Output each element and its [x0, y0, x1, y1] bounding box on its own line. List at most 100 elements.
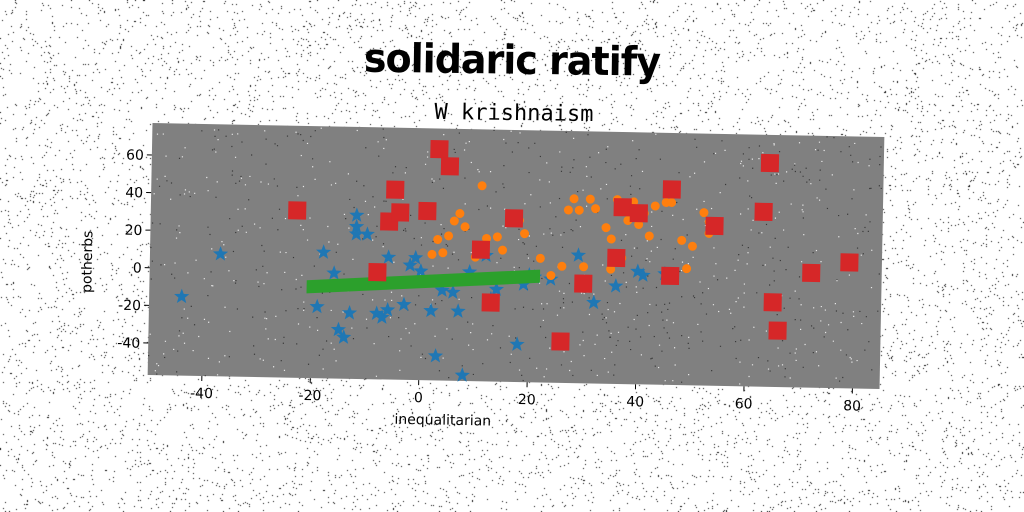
x-tick-label: 80 [843, 398, 861, 414]
circle-point [498, 245, 508, 255]
circle-point [535, 253, 545, 263]
y-tick-label: -40 [117, 335, 140, 351]
axes: -40 -20 0 20 40 60 80 -40 -20 0 20 40 60 inequalitari… [79, 147, 861, 430]
star-point [608, 278, 624, 293]
square-point [471, 240, 491, 259]
square-point [613, 198, 632, 217]
star-point [570, 247, 587, 262]
square-point [440, 157, 460, 176]
x-tick-label: 40 [626, 394, 644, 410]
star-point [380, 249, 397, 264]
circle-point [650, 201, 660, 211]
star-point [374, 309, 390, 324]
square-point [391, 203, 410, 222]
circle-point [455, 209, 465, 219]
circle-point [644, 231, 654, 241]
square-point [754, 202, 773, 222]
circle-point [557, 261, 567, 271]
square-point [368, 262, 387, 282]
star-point [326, 265, 342, 280]
circle-point [677, 235, 687, 245]
circle-point [433, 234, 443, 244]
square-point [760, 153, 780, 173]
x-tick-label: 20 [518, 392, 536, 408]
star-point [315, 244, 332, 259]
square-point [662, 180, 682, 199]
star-point [488, 281, 504, 297]
circle-point [699, 208, 709, 218]
circle-point [601, 223, 611, 233]
y-tick-label: 40 [125, 185, 143, 201]
square-point [629, 204, 649, 223]
square-point [418, 201, 437, 221]
square-point [481, 293, 500, 312]
star-point [212, 246, 229, 261]
star-point [336, 329, 352, 344]
circle-point [579, 262, 589, 272]
star-point [445, 284, 461, 299]
circle-point [460, 222, 470, 232]
circle-point [444, 231, 454, 241]
circle-point [574, 205, 584, 215]
star-point [402, 257, 418, 272]
circle-point [569, 194, 579, 204]
data-marks [174, 140, 859, 382]
circle-point [563, 205, 573, 215]
star-point [359, 226, 375, 241]
square-point [551, 332, 570, 351]
y-tick-label: -20 [118, 298, 141, 314]
star-point [454, 367, 470, 382]
x-tick-label: 0 [414, 390, 423, 406]
circle-point [687, 241, 697, 251]
y-tick-label: 0 [133, 260, 142, 276]
circle-point [682, 264, 692, 274]
y-axis-label: potherbs [79, 230, 96, 293]
circle-point [438, 248, 448, 258]
y-tick-label: 20 [124, 223, 142, 239]
band-polygon [306, 269, 541, 294]
square-point [661, 266, 680, 286]
square-point [705, 216, 724, 236]
circle-point [591, 204, 601, 214]
star-point [423, 302, 439, 318]
x-tick-label: 60 [735, 396, 753, 412]
circle-point [585, 194, 595, 204]
star-point [450, 303, 466, 318]
plot-background [147, 122, 885, 390]
star-point [586, 294, 602, 310]
star-point [434, 282, 450, 297]
star-point [348, 226, 365, 241]
x-axis-label: inequalitarian [394, 412, 491, 430]
star-point [396, 296, 412, 312]
square-point [763, 293, 782, 312]
circle-point [606, 234, 616, 244]
plot-area: -40 -20 0 20 40 60 80 -40 -20 0 20 40 60 inequalitari… [79, 122, 885, 430]
star-point [427, 348, 444, 363]
square-point [386, 180, 405, 199]
star-point [309, 298, 325, 314]
circle-point [492, 232, 502, 242]
star-point [369, 305, 385, 321]
square-point [840, 253, 859, 272]
star-point [330, 321, 346, 337]
star-point [635, 267, 651, 282]
square-point [504, 209, 524, 228]
star-point [509, 336, 525, 352]
circle-point [449, 216, 459, 226]
y-tick-label: 60 [126, 147, 144, 163]
star-point [516, 276, 532, 291]
star-point [408, 249, 424, 265]
circle-point [477, 181, 487, 191]
star-point [341, 305, 358, 320]
square-point [430, 140, 449, 159]
circle-point [427, 249, 437, 259]
square-point [802, 263, 821, 283]
square-point [574, 274, 593, 293]
star-point [413, 263, 429, 278]
star-point [348, 218, 365, 234]
circle-point [520, 229, 530, 239]
star-point [174, 288, 190, 304]
star-point [379, 301, 396, 317]
square-point [288, 201, 307, 220]
